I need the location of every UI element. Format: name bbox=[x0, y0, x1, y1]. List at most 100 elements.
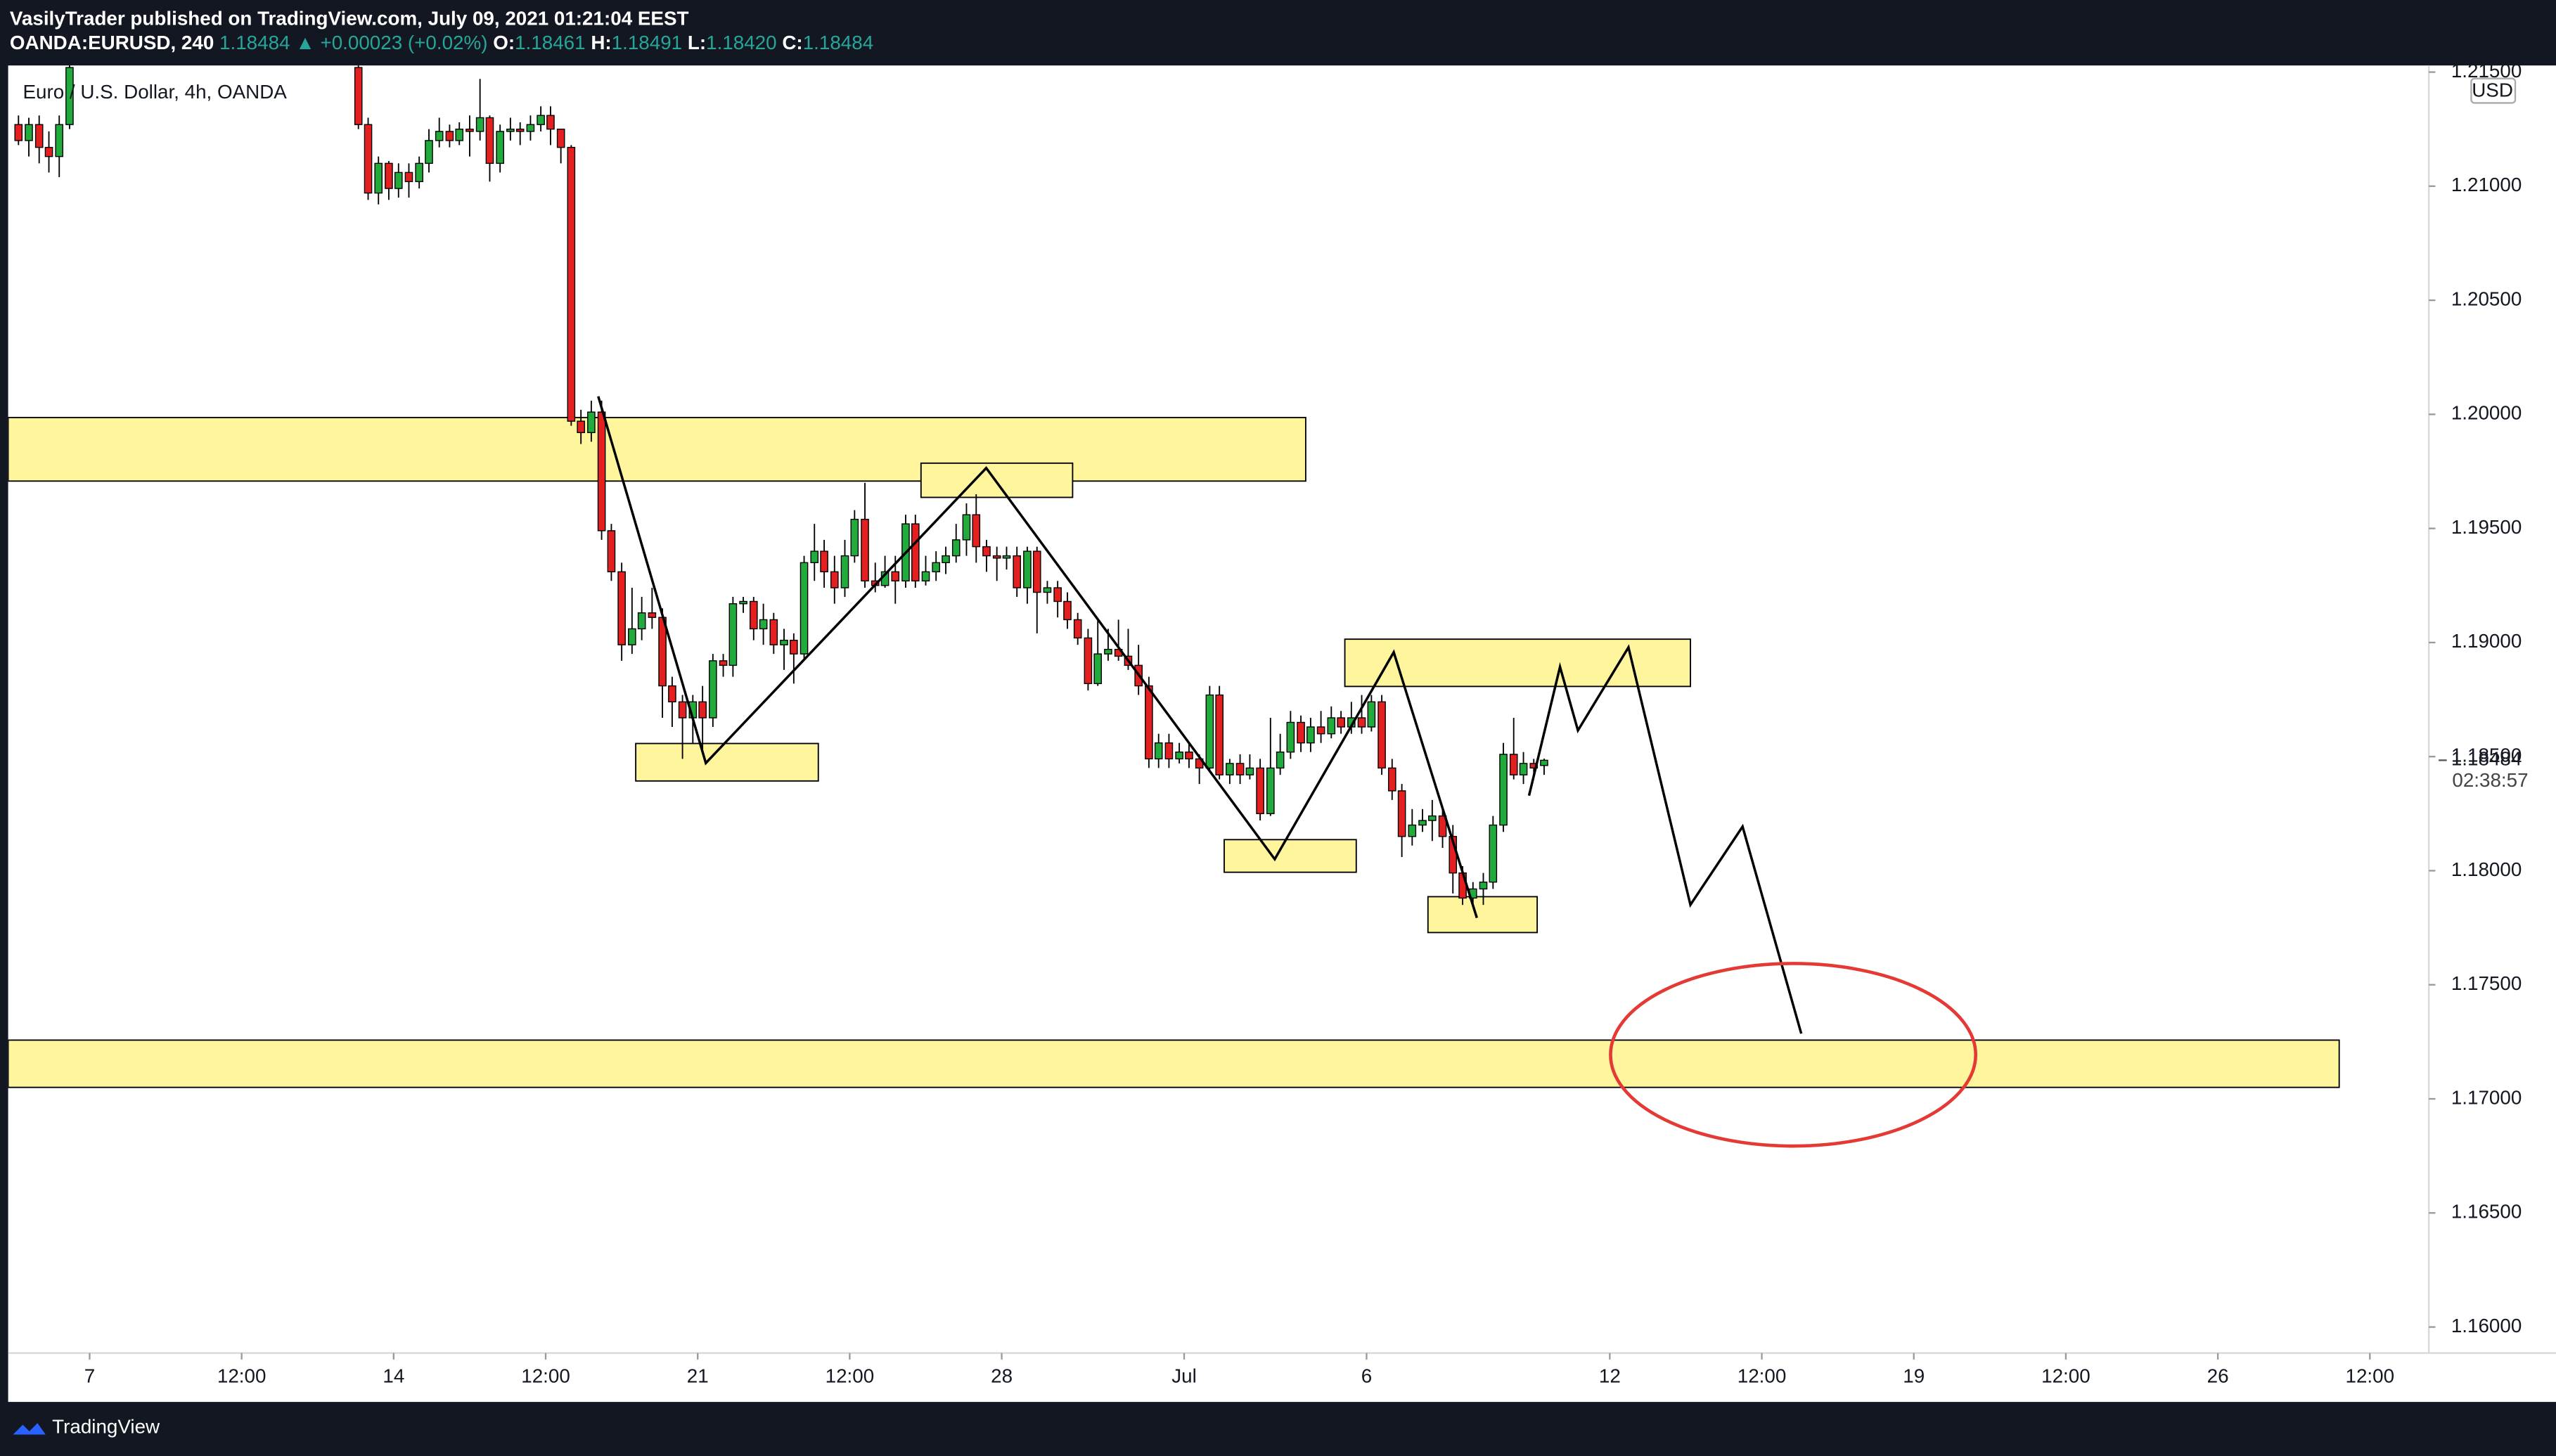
candle-body bbox=[769, 619, 778, 645]
target-ellipse bbox=[1609, 962, 1978, 1148]
logo bbox=[13, 1423, 46, 1435]
candle-body bbox=[577, 420, 585, 434]
zigzag bbox=[597, 396, 1478, 919]
candle-body bbox=[526, 124, 535, 132]
y-tick-label: 1.17000 bbox=[2451, 1086, 2522, 1108]
currency: USD bbox=[2472, 79, 2513, 101]
candle-body bbox=[728, 603, 738, 666]
candle-body bbox=[1479, 881, 1488, 890]
candle-body bbox=[1245, 767, 1254, 775]
low-label: L: bbox=[688, 32, 706, 53]
high-label: H: bbox=[591, 32, 611, 53]
candle-body bbox=[1013, 555, 1022, 588]
candle-body bbox=[1043, 587, 1052, 593]
countdown: 02:38:57 bbox=[2452, 769, 2528, 791]
candle-body bbox=[1104, 648, 1112, 655]
x-tick-label: 6 bbox=[1361, 1365, 1372, 1387]
candle-body bbox=[465, 128, 474, 132]
candle-body bbox=[496, 131, 504, 165]
last-price-label: 1.18484 bbox=[2451, 748, 2522, 770]
candle-body bbox=[607, 530, 616, 572]
y-tick-label: 1.21000 bbox=[2451, 174, 2522, 195]
candle-body bbox=[972, 514, 981, 548]
candle-body bbox=[1387, 767, 1396, 792]
candle-body bbox=[354, 67, 363, 125]
candle-body bbox=[364, 124, 373, 194]
change: ▲ +0.00023 (+0.02%) bbox=[295, 32, 487, 53]
close: 1.18484 bbox=[803, 32, 873, 53]
candle-body bbox=[850, 518, 859, 557]
candle-body bbox=[1084, 637, 1093, 685]
candle-body bbox=[1316, 726, 1325, 735]
candle-body bbox=[1063, 600, 1072, 621]
close-label: C: bbox=[782, 32, 802, 53]
candle-body bbox=[1266, 767, 1275, 815]
candle-body bbox=[1306, 726, 1315, 744]
candle-body bbox=[475, 117, 484, 132]
candle-body bbox=[1297, 721, 1305, 744]
candle-body bbox=[830, 571, 839, 588]
x-tick-label: 12:00 bbox=[2346, 1365, 2395, 1387]
candle-body bbox=[1327, 717, 1336, 735]
candle-body bbox=[1023, 550, 1032, 588]
x-tick-label: 12:00 bbox=[217, 1365, 266, 1387]
candle-body bbox=[515, 128, 525, 132]
candle-body bbox=[861, 518, 869, 581]
x-tick-label: 19 bbox=[1903, 1365, 1925, 1387]
chart-area bbox=[8, 65, 2556, 1403]
candle-body bbox=[14, 124, 23, 141]
candle-body bbox=[1175, 751, 1183, 760]
y-tick-label: 1.17500 bbox=[2451, 972, 2522, 994]
candle-body bbox=[1418, 820, 1427, 826]
candle-body bbox=[780, 639, 788, 645]
candle-body bbox=[435, 131, 444, 141]
y-tick-label: 1.18500 bbox=[2451, 745, 2522, 766]
candle-body bbox=[951, 539, 961, 557]
x-tick-label: 12:00 bbox=[2041, 1365, 2091, 1387]
candle-body bbox=[415, 162, 423, 183]
candle-body bbox=[678, 701, 687, 719]
candle-body bbox=[962, 514, 971, 541]
candle-body bbox=[698, 701, 707, 719]
candle-body bbox=[648, 612, 657, 618]
low: 1.18420 bbox=[706, 32, 776, 53]
candle-body bbox=[1235, 763, 1245, 775]
y-tick-label: 1.19500 bbox=[2451, 516, 2522, 538]
candle-body bbox=[790, 639, 798, 655]
candle-body bbox=[1205, 694, 1214, 769]
x-tick-label: 26 bbox=[2207, 1365, 2229, 1387]
axes: 1.16000 1.16500 1.17000 1.17500 1.18000 1.185… bbox=[84, 60, 2529, 1387]
drawings bbox=[8, 416, 2340, 1088]
y-tick-label: 1.19000 bbox=[2451, 630, 2522, 652]
candle-body bbox=[455, 128, 464, 141]
candle-body bbox=[1337, 717, 1345, 728]
candle-body bbox=[25, 124, 33, 141]
candle-body bbox=[1499, 754, 1508, 826]
candle-body bbox=[942, 555, 950, 564]
candle-body bbox=[1397, 790, 1406, 837]
candle-body bbox=[394, 172, 403, 189]
candle-body bbox=[911, 523, 920, 581]
candle-body bbox=[597, 411, 606, 531]
zone bbox=[1224, 839, 1357, 873]
zone bbox=[635, 742, 819, 782]
candle-body bbox=[617, 571, 626, 645]
candle-body bbox=[709, 660, 717, 719]
candle-body bbox=[1276, 751, 1285, 769]
candle-body bbox=[404, 172, 413, 183]
candle-body bbox=[1519, 763, 1528, 775]
high: 1.18491 bbox=[612, 32, 682, 53]
y-tick-label: 1.21500 bbox=[2451, 60, 2522, 82]
candle-body bbox=[1053, 587, 1062, 603]
candle-body bbox=[587, 411, 596, 434]
zone bbox=[1427, 896, 1539, 934]
candle-body bbox=[485, 117, 494, 165]
y-tick-label: 1.16000 bbox=[2451, 1315, 2522, 1336]
x-tick-label: 21 bbox=[687, 1365, 709, 1387]
candle-body bbox=[1002, 555, 1011, 559]
candle-body bbox=[891, 571, 900, 581]
x-tick-label: 14 bbox=[383, 1365, 404, 1387]
candle-body bbox=[932, 562, 941, 572]
candle-body bbox=[799, 562, 809, 655]
candle-body bbox=[445, 131, 454, 141]
